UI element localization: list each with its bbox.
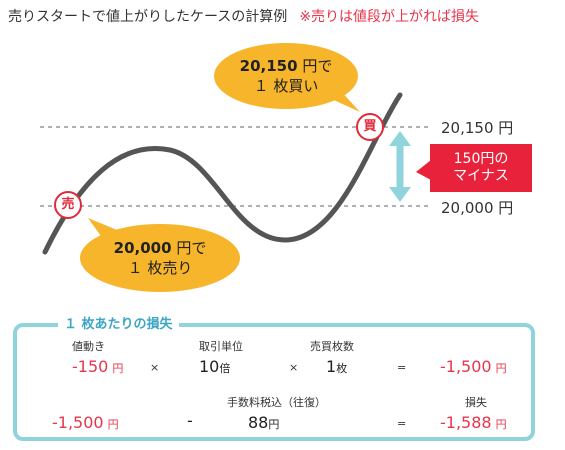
header-fee: 手数料税込（往復）	[227, 396, 326, 409]
quantity-suffix: 枚	[336, 362, 348, 375]
buy-marker: 買	[363, 119, 377, 134]
minus-sign: -	[187, 411, 193, 430]
sell-unit: 円で	[171, 239, 207, 257]
row1-result-number: -1,500	[440, 357, 492, 376]
trade-unit-number: 10	[199, 357, 220, 376]
minus-text: 150円の マイナス	[430, 151, 532, 185]
minus-callout	[416, 144, 532, 192]
sell-marker-circle	[54, 191, 82, 219]
buy-unit: 円で	[297, 57, 333, 75]
minus-line2: マイナス	[453, 168, 509, 184]
buy-bubble-text: 20,150 円で １ 枚買い	[214, 56, 358, 96]
multiply-sign-1: ×	[150, 361, 160, 374]
sell-marker: 売	[61, 197, 75, 212]
range-arrow	[389, 131, 411, 202]
header-loss: 損失	[465, 396, 487, 409]
price-chart	[40, 43, 532, 292]
equals-sign-1: =	[397, 361, 407, 374]
price-move-number: -150	[72, 357, 109, 376]
price-high-label: 20,150 円	[441, 119, 514, 137]
price-curve	[42, 92, 403, 255]
row1-result: -1,500 円	[440, 357, 507, 376]
page-title: 売りスタートで値上がりしたケースの計算例 ※売りは値段が上がれば損失	[8, 6, 479, 26]
buy-amount: 20,150	[239, 57, 298, 75]
price-move-value: -150 円	[72, 357, 123, 376]
row2-left-unit: 円	[107, 418, 119, 431]
quantity-value: 1枚	[326, 357, 347, 376]
minus-line1: 150円の	[453, 151, 509, 167]
sell-line2: １ 枚売り	[127, 259, 193, 277]
row1-result-unit: 円	[495, 362, 507, 375]
loss-value: -1,588 円	[440, 413, 507, 432]
fee-value: 88円	[248, 413, 279, 432]
calc-box-title: １ 枚あたりの損失	[58, 313, 179, 332]
calc-box	[13, 323, 535, 441]
row2-left-number: -1,500	[52, 413, 104, 432]
buy-bubble	[214, 43, 360, 112]
trade-unit-value: 10倍	[199, 357, 230, 376]
header-quantity: 売買枚数	[310, 340, 354, 353]
equals-sign-2: =	[397, 417, 407, 430]
buy-line2: １ 枚買い	[253, 77, 319, 95]
loss-number: -1,588	[440, 413, 492, 432]
sell-bubble	[80, 218, 240, 292]
trade-unit-suffix: 倍	[219, 362, 231, 375]
price-low-label: 20,000 円	[441, 199, 514, 217]
title-text: 売りスタートで値上がりしたケースの計算例	[8, 9, 288, 25]
sell-bubble-text: 20,000 円で １ 枚売り	[84, 238, 236, 278]
title-note: ※売りは値段が上がれば損失	[299, 9, 480, 25]
row2-left-value: -1,500 円	[52, 413, 119, 432]
price-move-unit: 円	[112, 362, 124, 375]
sell-amount: 20,000	[113, 239, 172, 257]
quantity-number: 1	[326, 357, 337, 376]
buy-marker-circle	[356, 113, 384, 141]
loss-unit: 円	[495, 418, 507, 431]
header-trade-unit: 取引単位	[199, 340, 243, 353]
header-price-move: 値動き	[72, 340, 105, 353]
fee-number: 88	[248, 413, 269, 432]
fee-unit: 円	[268, 418, 280, 431]
multiply-sign-2: ×	[289, 361, 299, 374]
